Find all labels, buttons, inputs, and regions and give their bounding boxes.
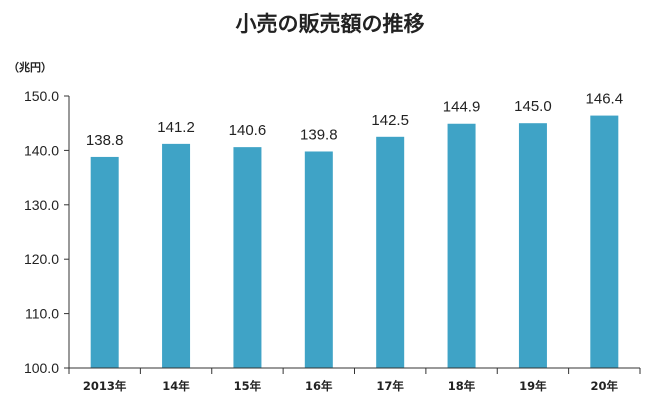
x-tick-label: 2013年	[83, 379, 127, 393]
data-label: 145.0	[514, 98, 552, 115]
data-label: 140.6	[229, 122, 267, 139]
bar	[518, 123, 547, 368]
x-tick-label: 17年	[376, 379, 404, 393]
bar	[447, 123, 476, 368]
data-labels: 138.8 141.2 140.6 139.8 142.5 144.9 145.0 146.4	[86, 91, 623, 149]
chart-title: 小売の販売額の推移	[236, 12, 425, 36]
data-label: 139.8	[300, 126, 338, 143]
y-tick-label: 110.0	[25, 306, 59, 322]
bars	[90, 115, 619, 368]
x-tick-label: 16年	[305, 379, 333, 393]
y-tick-label: 130.0	[24, 197, 59, 213]
x-tick-label: 19年	[519, 379, 547, 393]
bar	[162, 143, 191, 368]
bar	[233, 147, 262, 368]
y-tick-label: 100.0	[24, 360, 59, 376]
y-tick-label: 150.0	[24, 88, 59, 104]
data-label: 146.4	[586, 91, 624, 108]
y-tick-label: 140.0	[24, 142, 59, 158]
data-label: 141.2	[157, 119, 195, 136]
bar	[376, 136, 405, 368]
data-label: 142.5	[371, 112, 409, 129]
x-axis-ticks: 2013年 14年 15年 16年 17年 18年 19年 20年	[68, 368, 641, 393]
bar	[304, 151, 333, 368]
y-axis-ticks: 100.0 110.0 120.0 130.0 140.0 150.0	[24, 88, 69, 376]
y-tick-label: 120.0	[24, 251, 59, 267]
y-unit-label: （兆円）	[8, 60, 52, 74]
data-label: 144.9	[443, 99, 481, 116]
x-tick-label: 15年	[234, 379, 262, 393]
bar	[90, 156, 119, 368]
x-tick-label: 18年	[448, 379, 476, 393]
bar	[590, 115, 619, 368]
x-tick-label: 14年	[162, 379, 190, 393]
x-tick-label: 20年	[591, 379, 619, 393]
data-label: 138.8	[86, 132, 124, 149]
